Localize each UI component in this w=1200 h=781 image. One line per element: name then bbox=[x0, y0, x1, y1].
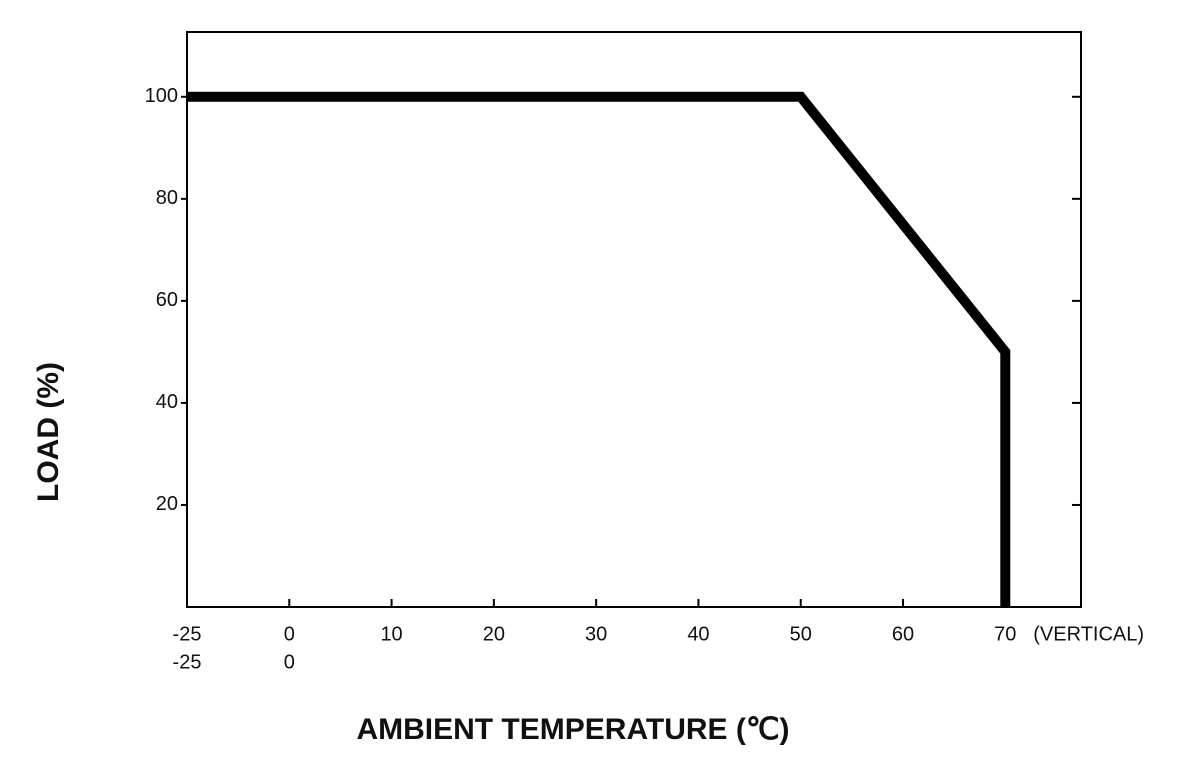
y-axis-title: LOAD (%) bbox=[32, 362, 65, 502]
x-tick-annotation: (VERTICAL) bbox=[1033, 623, 1144, 645]
y-tick-label: 100 bbox=[145, 85, 178, 107]
y-tick-label: 60 bbox=[156, 289, 178, 311]
x-tick-label: 40 bbox=[687, 623, 709, 645]
derating-line bbox=[187, 91, 1011, 607]
x-tick-label-row2: -25 bbox=[173, 651, 202, 673]
x-tick-label: 30 bbox=[585, 623, 607, 645]
plot-frame bbox=[186, 31, 1082, 608]
x-tick-label-row2: 0 bbox=[284, 651, 295, 673]
x-tick-label: -25 bbox=[173, 623, 202, 645]
x-tick-label: 50 bbox=[790, 623, 812, 645]
y-tick-label: 40 bbox=[156, 391, 178, 413]
y-tick-label: 20 bbox=[156, 493, 178, 515]
x-tick-label: 20 bbox=[483, 623, 505, 645]
x-tick-label: 70 bbox=[994, 623, 1016, 645]
x-tick-label: 60 bbox=[892, 623, 914, 645]
y-tick-label: 80 bbox=[156, 187, 178, 209]
x-tick-label: 0 bbox=[284, 623, 295, 645]
x-axis-title: AMBIENT TEMPERATURE (℃) bbox=[356, 713, 789, 746]
x-tick-label: 10 bbox=[380, 623, 402, 645]
